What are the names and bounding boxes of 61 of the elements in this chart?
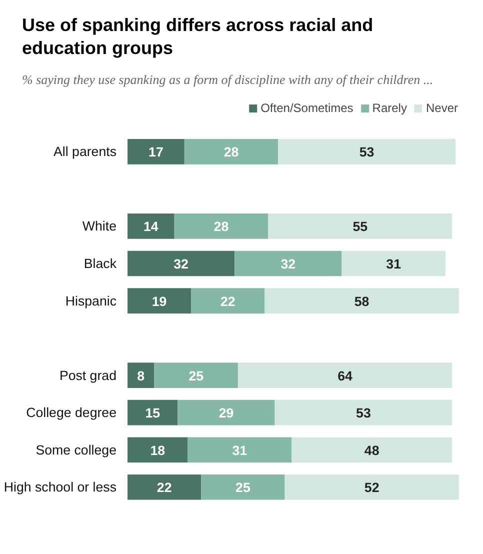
chart-title: Use of spanking differs across racial and education groups	[22, 14, 374, 60]
bar	[191, 288, 265, 314]
y-tick-label: Some college	[36, 442, 117, 458]
bar	[154, 362, 238, 388]
bar	[128, 250, 235, 276]
y-tick-label: College degree	[26, 405, 117, 420]
bar	[292, 437, 452, 463]
bar	[238, 362, 452, 388]
y-tick-label: High school or less	[4, 480, 117, 495]
data-label: 22	[220, 294, 236, 309]
bar	[128, 138, 184, 164]
data-label: 25	[236, 480, 251, 496]
bar	[342, 250, 446, 276]
bar	[264, 288, 459, 314]
data-label: 53	[356, 406, 371, 421]
bar	[184, 138, 278, 164]
legend-label: Never	[426, 100, 458, 115]
bar	[284, 474, 459, 500]
chart-subtitle: % saying they use spanking as a form of discipline with any of their children ...	[22, 70, 434, 89]
bar	[274, 400, 452, 426]
bar	[128, 288, 192, 314]
data-label: 52	[364, 480, 380, 496]
bar	[128, 362, 154, 388]
y-tick-label: Black	[84, 256, 117, 271]
bar	[174, 214, 268, 239]
data-label: 32	[280, 256, 296, 272]
data-label: 31	[232, 442, 248, 458]
data-label: 25	[188, 368, 204, 384]
bar	[128, 214, 174, 239]
y-tick-label: White	[82, 218, 117, 234]
y-tick-label: Hispanic	[65, 293, 117, 308]
bar	[234, 250, 342, 276]
data-label: 64	[338, 368, 354, 384]
bar	[128, 474, 202, 500]
data-label: 22	[156, 480, 172, 496]
bar	[188, 437, 292, 463]
data-label: 8	[137, 368, 145, 384]
bar	[278, 138, 456, 164]
data-label: 18	[150, 442, 166, 458]
y-tick-label: All parents	[54, 144, 117, 160]
data-label: 28	[214, 219, 229, 234]
legend-label: Rarely	[372, 100, 407, 115]
legend-label: Often/Sometimes	[260, 100, 354, 115]
bar	[178, 400, 275, 426]
data-label: 28	[224, 144, 239, 160]
data-label: 32	[174, 256, 188, 272]
data-label: 14	[144, 219, 159, 234]
bar	[128, 437, 188, 463]
data-label: 31	[386, 256, 402, 272]
y-tick-label: Post grad	[59, 368, 117, 383]
bar	[201, 474, 285, 500]
data-label: 53	[359, 144, 374, 160]
data-label: 29	[218, 406, 234, 421]
bar	[128, 400, 178, 426]
data-label: 15	[145, 406, 161, 421]
data-label: 55	[352, 219, 368, 234]
data-label: 48	[364, 442, 380, 458]
data-label: 19	[152, 294, 167, 309]
data-label: 58	[354, 294, 370, 309]
data-label: 17	[148, 144, 164, 160]
bar	[268, 214, 452, 239]
